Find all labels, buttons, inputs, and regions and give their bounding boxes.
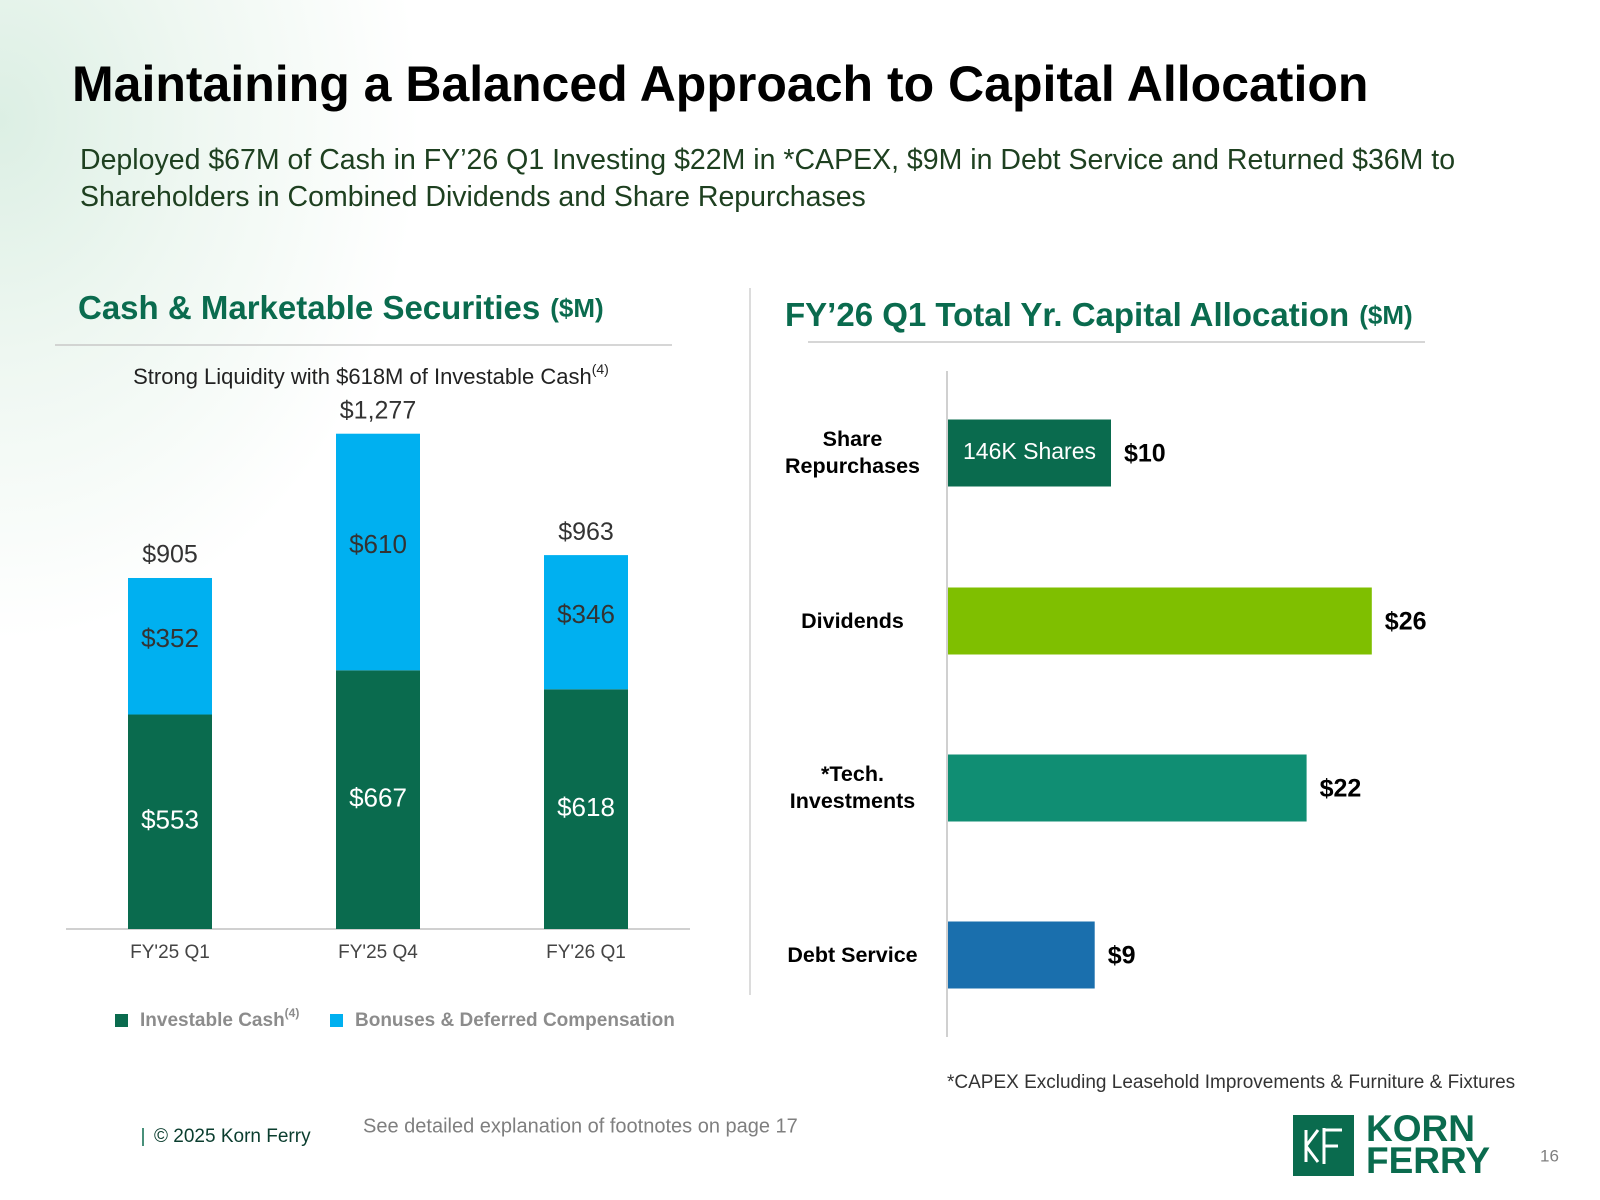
y-tick-label: Share Repurchases <box>784 427 921 478</box>
value-label: $553 <box>141 805 199 835</box>
superscript: (4) <box>285 1006 300 1020</box>
y-tick-label: *Tech. Investments <box>789 762 916 813</box>
chart-title: Cash & Marketable Securities ($M) <box>78 289 604 326</box>
y-tick-label: Dividends <box>801 608 904 633</box>
legend-swatch <box>115 1014 128 1027</box>
bar <box>948 754 1307 822</box>
legend-label: Bonuses & Deferred Compensation <box>355 1010 675 1031</box>
value-label: $346 <box>557 599 615 629</box>
chart-title-text: Cash & Marketable Securities <box>78 289 540 326</box>
legend-text: Investable Cash <box>140 1010 285 1031</box>
slide-subtitle: Deployed $67M of Cash in FY’26 Q1 Invest… <box>80 144 1456 213</box>
total-label: $1,277 <box>340 396 416 424</box>
bar <box>948 587 1372 655</box>
legend-text: Bonuses & Deferred Compensation <box>355 1010 675 1031</box>
bar-segment <box>128 577 212 715</box>
x-tick-label: FY'25 Q1 <box>130 942 210 963</box>
chart-unit: ($M) <box>550 293 603 323</box>
total-label: $963 <box>558 518 614 546</box>
bar-segment <box>544 689 628 929</box>
total-label: $905 <box>142 541 198 569</box>
value-label: $352 <box>141 623 199 653</box>
chart-unit: ($M) <box>1359 300 1412 330</box>
x-tick-label: FY'25 Q4 <box>338 942 418 963</box>
value-label: $667 <box>349 783 407 813</box>
footnote-reference: See detailed explanation of footnotes on… <box>363 1115 798 1137</box>
logo-text: KORN <box>1366 1108 1475 1149</box>
legend-label: Investable Cash(4) <box>140 1006 299 1031</box>
legend-swatch <box>330 1014 343 1027</box>
bar-segment <box>336 670 420 929</box>
copyright: © 2025 Korn Ferry <box>154 1126 311 1147</box>
x-tick-label: FY'26 Q1 <box>546 942 626 963</box>
chart-subtitle: Strong Liquidity with $618M of Investabl… <box>133 361 609 389</box>
bar <box>948 419 1111 487</box>
bar-segment <box>336 433 420 671</box>
bar-annotation: 146K Shares <box>963 438 1096 464</box>
y-tick-label: Debt Service <box>787 942 918 967</box>
chart-title-text: FY’26 Q1 Total Yr. Capital Allocation <box>785 296 1349 333</box>
slide-title: Maintaining a Balanced Approach to Capit… <box>72 56 1368 112</box>
value-label: $26 <box>1385 608 1427 636</box>
footnote: *CAPEX Excluding Leasehold Improvements … <box>947 1072 1515 1093</box>
logo-text: FERRY <box>1366 1140 1490 1181</box>
chart-title: FY’26 Q1 Total Yr. Capital Allocation ($M… <box>785 296 1413 333</box>
bar-segment <box>128 714 212 929</box>
value-label: $610 <box>349 529 407 559</box>
value-label: $22 <box>1320 775 1362 803</box>
bar-segment <box>544 555 628 690</box>
chart-subtitle-text: Strong Liquidity with $618M of Investabl… <box>133 364 592 389</box>
value-label: $9 <box>1108 942 1136 970</box>
value-label: $10 <box>1124 440 1166 468</box>
superscript: (4) <box>592 361 609 377</box>
logo: KORN FERRY <box>1293 1108 1490 1181</box>
bar <box>948 921 1095 989</box>
logo-glyph <box>1304 1128 1342 1164</box>
value-label: $618 <box>557 792 615 822</box>
page-number: 16 <box>1540 1146 1559 1165</box>
